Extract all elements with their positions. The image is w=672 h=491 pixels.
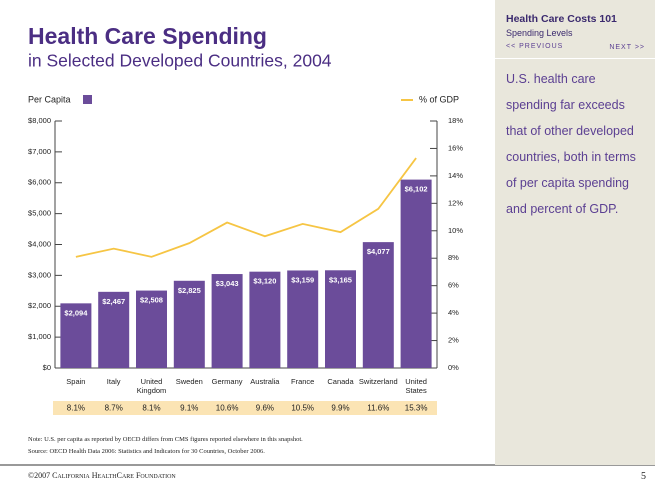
bar-label: $3,120 <box>253 277 276 286</box>
sidebar-text: U.S. health care spending far exceeds th… <box>506 72 636 216</box>
gdp-line <box>75 157 417 258</box>
bar <box>325 270 356 368</box>
y-tick-label: $4,000 <box>28 239 51 248</box>
bar <box>287 270 319 368</box>
bar <box>400 179 432 368</box>
y2-tick-label: 2% <box>448 336 459 345</box>
gdp-label: 15.3% <box>405 404 428 413</box>
bar-label: $2,508 <box>140 296 163 305</box>
y2-tick-label: 8% <box>448 253 459 262</box>
bar <box>60 303 92 368</box>
source: Source: OECD Health Data 2006: Statistic… <box>28 448 265 455</box>
y2-tick-label: 4% <box>448 308 459 317</box>
x-tick-label: Australia <box>250 377 280 386</box>
bar-label: $3,165 <box>329 275 352 284</box>
gdp-label: 10.6% <box>216 404 239 413</box>
chart-title: Health Care Spending <box>28 23 267 49</box>
y2-tick-label: 10% <box>448 226 463 235</box>
x-tick-label: Spain <box>66 377 86 386</box>
y-tick-label: $7,000 <box>28 147 51 156</box>
gdp-label: 9.9% <box>331 404 349 413</box>
gdp-label: 11.6% <box>367 404 389 413</box>
y2-tick-label: 18% <box>448 116 463 125</box>
legend-label: Per Capita <box>28 94 71 104</box>
label-strip <box>53 401 437 415</box>
y2-tick-label: 12% <box>448 198 463 207</box>
bar-label: $2,467 <box>102 297 125 306</box>
gdp-label: 10.5% <box>291 404 314 413</box>
bar <box>249 271 281 368</box>
bar <box>362 242 394 368</box>
bar-label: $6,102 <box>405 185 428 194</box>
y2-tick-label: 16% <box>448 143 463 152</box>
y-tick-label: $3,000 <box>28 270 51 279</box>
gdp-label: 9.6% <box>256 404 274 413</box>
x-tick-label: Canada <box>327 377 354 386</box>
bar <box>211 274 243 368</box>
x-tick-label: Switzerland <box>358 377 398 386</box>
sidebar-subtitle: Spending Levels <box>506 28 573 38</box>
bar <box>136 290 167 368</box>
x-tick-label: Sweden <box>175 377 203 386</box>
x-tick-label: France <box>291 377 315 386</box>
gdp-label: 9.1% <box>180 404 198 413</box>
chart-subtitle: in Selected Developed Countries, 2004 <box>28 51 332 71</box>
y2-tick-label: 0% <box>448 363 459 372</box>
bar-label: $3,159 <box>291 275 314 284</box>
sidebar-title: Health Care Costs 101 <box>506 13 617 25</box>
bar <box>173 280 205 368</box>
bar-label: $4,077 <box>367 247 390 256</box>
gdp-label: 8.7% <box>105 404 123 413</box>
y-tick-label: $0 <box>43 363 51 372</box>
sidebar: Health Care Costs 101 Spending Levels <<… <box>495 0 655 465</box>
gdp-label: 8.1% <box>67 404 85 413</box>
x-tick-label: United States <box>405 377 427 395</box>
y-tick-label: $8,000 <box>28 116 51 125</box>
next-link[interactable]: NEXT >> <box>609 44 645 51</box>
bar-label: $2,825 <box>178 286 201 295</box>
divider <box>495 58 655 59</box>
bar-label: $2,094 <box>64 308 88 317</box>
legend-swatch <box>83 95 92 104</box>
copyright: ©2007 California HealthCare Foundation <box>28 471 176 480</box>
y-tick-label: $1,000 <box>28 332 51 341</box>
note: Note: U.S. per capita as reported by OEC… <box>28 436 303 443</box>
x-tick-label: Italy <box>106 377 121 386</box>
y2-tick-label: 6% <box>448 281 459 290</box>
previous-link[interactable]: << PREVIOUS <box>506 43 564 50</box>
x-tick-label: Germany <box>211 377 243 386</box>
y-tick-label: $2,000 <box>28 301 51 310</box>
gdp-label: 8.1% <box>142 404 160 413</box>
y-tick-label: $6,000 <box>28 178 51 187</box>
bar <box>98 291 130 368</box>
y2-tick-label: 14% <box>448 171 463 180</box>
page-number: 5 <box>641 471 646 482</box>
bar-label: $3,043 <box>216 279 239 288</box>
x-tick-label: United Kingdom <box>136 377 167 395</box>
y-tick-label: $5,000 <box>28 209 51 218</box>
legend-label: % of GDP <box>419 94 459 104</box>
